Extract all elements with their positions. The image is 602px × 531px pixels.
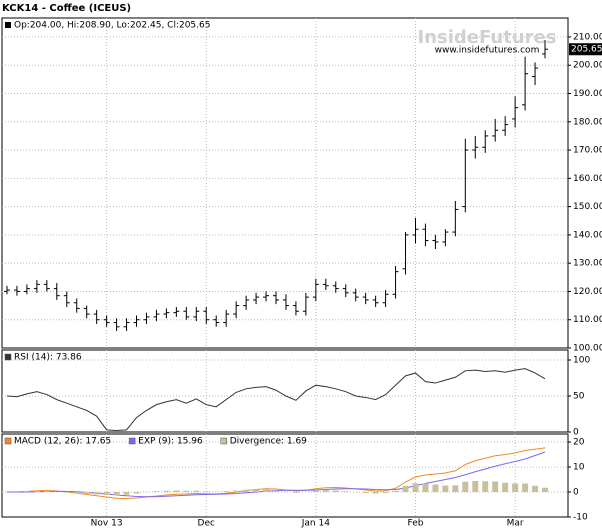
legend-text: RSI (14): 73.86: [14, 353, 82, 363]
legend-swatch: [128, 437, 136, 445]
divergence-bar: [532, 485, 539, 492]
legend-swatch: [220, 437, 227, 445]
legend-text: MACD (12, 26): 17.65: [14, 437, 111, 447]
divergence-bar: [402, 486, 409, 492]
y-tick-label: 100.00: [573, 344, 602, 354]
divergence-bar: [223, 491, 230, 492]
divergence-bar: [332, 490, 339, 492]
x-tick-label: Mar: [507, 519, 524, 529]
y-tick-label: 180.00: [573, 117, 602, 127]
divergence-bar: [133, 492, 140, 494]
y-tick-label: 50: [573, 392, 585, 402]
divergence-bar: [452, 485, 459, 492]
divergence-bar: [312, 490, 319, 492]
divergence-bar: [422, 483, 429, 492]
divergence-bar: [362, 492, 369, 493]
legend-text: Divergence: 1.69: [230, 437, 307, 447]
divergence-bar: [392, 490, 399, 492]
panel-frame: [1, 17, 569, 349]
divergence-bar: [382, 492, 389, 493]
divergence-bar: [482, 481, 489, 492]
divergence-bar: [273, 490, 279, 492]
y-tick-label: 210.00: [573, 32, 602, 42]
divergence-bar: [113, 492, 120, 496]
divergence-bar: [203, 491, 210, 492]
watermark: InsideFutures: [418, 27, 557, 48]
divergence-bar: [442, 485, 449, 492]
divergence-bar: [542, 487, 549, 492]
y-tick-label: 120.00: [573, 287, 602, 297]
y-tick-label: 190.00: [573, 89, 602, 99]
x-tick-label: Dec: [198, 519, 215, 529]
panel-frame: [1, 433, 569, 518]
divergence-bar: [23, 491, 30, 492]
divergence-bar: [462, 481, 469, 492]
watermark: www.insidefutures.com: [435, 46, 540, 56]
y-tick-label: 160.00: [573, 174, 602, 184]
y-tick-label: 110.00: [573, 315, 602, 325]
divergence-bar: [492, 481, 499, 492]
divergence-bar: [372, 492, 379, 494]
y-tick-label: 140.00: [573, 230, 602, 240]
divergence-bar: [153, 491, 160, 492]
divergence-bar: [243, 489, 250, 492]
legend-text: EXP (9): 15.96: [138, 437, 203, 447]
x-tick-label: Nov 13: [91, 519, 123, 529]
divergence-bar: [173, 490, 180, 492]
panel-frame: [1, 349, 569, 433]
divergence-bar: [502, 482, 509, 492]
y-tick-label: 150.00: [573, 202, 602, 212]
divergence-bar: [342, 491, 349, 492]
divergence-bar: [123, 492, 130, 495]
divergence-bar: [33, 491, 40, 492]
x-tick-label: Jan 14: [301, 519, 330, 529]
divergence-bar: [292, 492, 299, 493]
divergence-bar: [73, 492, 80, 494]
y-tick-label: -10: [573, 513, 588, 523]
y-tick-label: 0: [573, 488, 579, 498]
divergence-bar: [253, 489, 260, 492]
divergence-bar: [263, 489, 270, 492]
y-tick-label: 100: [573, 356, 590, 366]
divergence-bar: [322, 490, 329, 492]
divergence-bar: [193, 490, 200, 492]
divergence-bar: [412, 483, 419, 492]
divergence-bar: [432, 484, 439, 492]
y-tick-label: 200.00: [573, 61, 602, 71]
price-tag: 205.65: [571, 45, 602, 55]
price-tag-box: [569, 43, 602, 56]
divergence-bar: [103, 492, 110, 495]
divergence-bar: [83, 492, 90, 494]
y-tick-label: 170.00: [573, 146, 602, 156]
divergence-bar: [43, 491, 50, 492]
divergence-bar: [183, 490, 190, 492]
divergence-bar: [63, 492, 70, 493]
legend-swatch: [4, 437, 12, 445]
y-tick-label: 0: [573, 428, 579, 438]
y-tick-label: 10: [573, 463, 585, 473]
legend-text: Op:204.00, Hi:208.90, Lo:202.45, Cl:205.…: [14, 21, 210, 31]
divergence-bar: [472, 481, 479, 492]
divergence-bar: [512, 483, 519, 492]
divergence-bar: [233, 490, 240, 492]
divergence-bar: [163, 490, 170, 492]
chart-title: KCK14 - Coffee (ICEUS): [2, 3, 131, 14]
series-line: [6, 368, 546, 432]
divergence-bar: [93, 492, 100, 495]
legend-swatch: [4, 353, 12, 361]
divergence-bar: [522, 483, 529, 492]
y-tick-label: 20: [573, 438, 585, 448]
legend-swatch: [5, 22, 11, 28]
series-line: [6, 447, 546, 500]
x-tick-label: Feb: [408, 519, 424, 529]
y-tick-label: 130.00: [573, 259, 602, 269]
